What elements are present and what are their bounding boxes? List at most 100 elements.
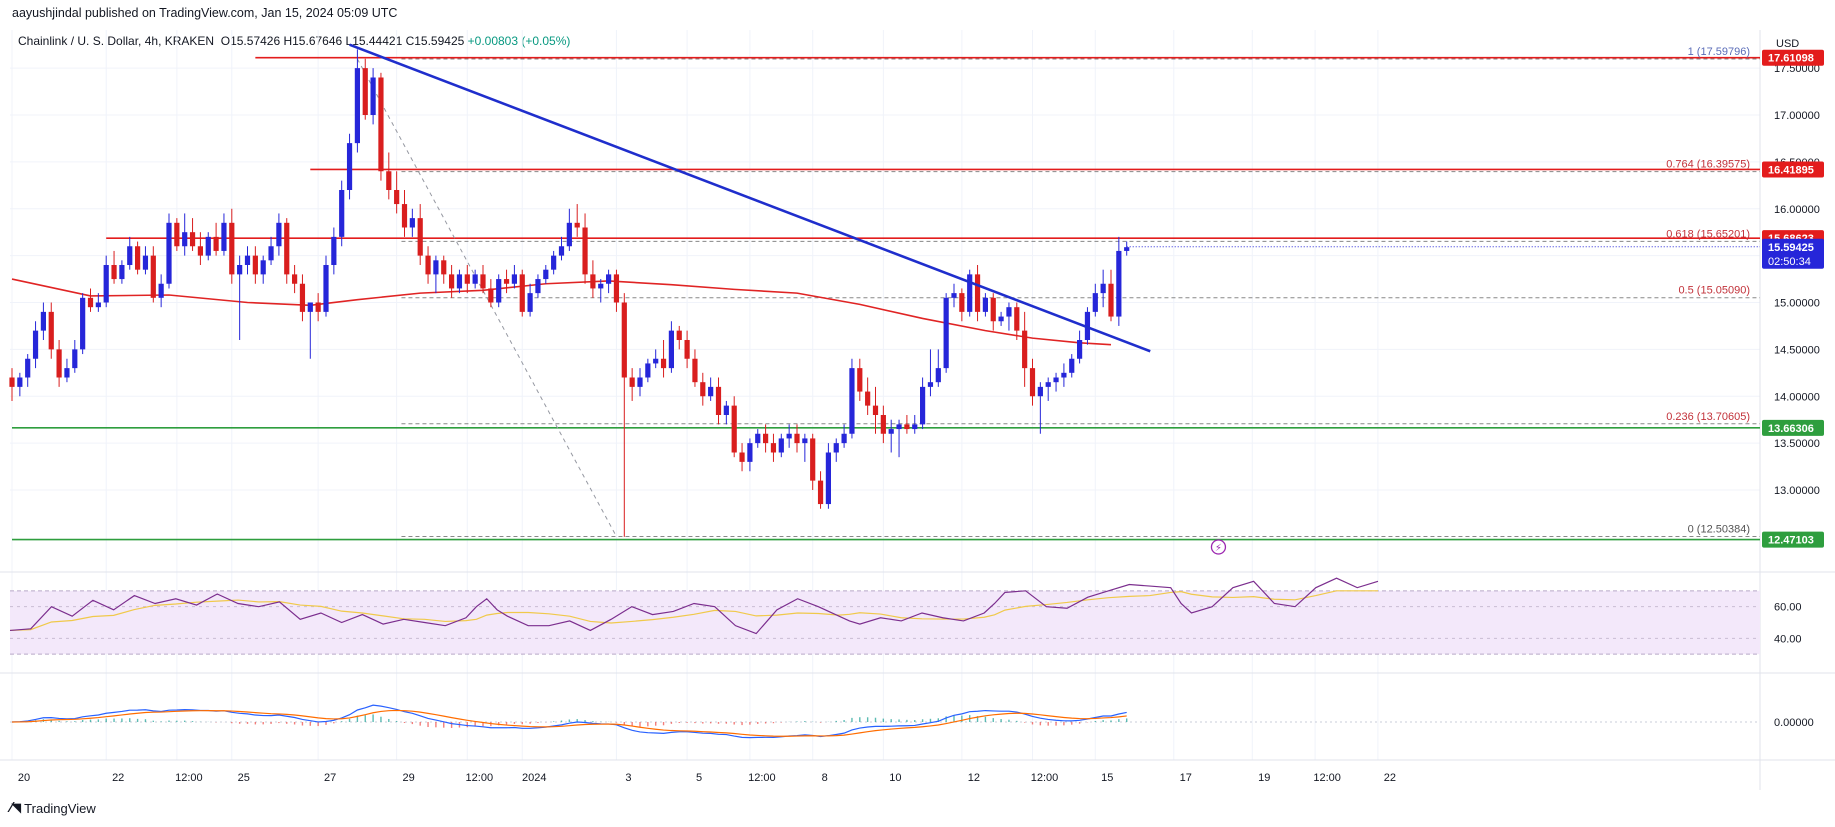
candle-body xyxy=(660,358,667,369)
fib-level-label: 0.5 (15.05090) xyxy=(1678,285,1750,297)
time-tick-label: 8 xyxy=(822,772,828,784)
rsi-signal-line xyxy=(9,590,1378,632)
candle-body xyxy=(527,293,533,312)
candle-body xyxy=(1014,307,1020,331)
candle-body xyxy=(739,452,745,462)
candle-body xyxy=(1037,386,1043,397)
candle-body xyxy=(543,269,549,280)
tradingview-logo-icon: ⁄◥ xyxy=(10,801,21,816)
candle-body xyxy=(888,429,894,434)
time-tick-label: 12:00 xyxy=(175,772,203,784)
horizontal-lines xyxy=(12,56,1760,541)
macd-pane: 0.00000 xyxy=(10,704,1814,739)
candle-body xyxy=(920,386,926,425)
candle-body xyxy=(205,236,211,256)
candle-body xyxy=(849,368,855,434)
candle-body xyxy=(1061,372,1067,378)
candle-body xyxy=(299,283,306,312)
candle-body xyxy=(1069,358,1075,373)
candle-body xyxy=(354,68,360,144)
candle-body xyxy=(189,232,196,247)
candle-body xyxy=(582,227,588,275)
candle-body xyxy=(794,433,800,444)
price-change: +0.00803 (+0.05%) xyxy=(467,34,571,48)
candle-body xyxy=(127,246,133,265)
price-tick-label: 17.00000 xyxy=(1774,110,1820,122)
candle-body xyxy=(1029,368,1036,397)
time-axis: 20 22 12:00 25 27 29 12:00 2024 3 5 12:00 8 10 12 12:0… xyxy=(18,772,1396,784)
candle-body xyxy=(142,255,149,270)
candle-body xyxy=(150,255,156,298)
time-tick-label: 12:00 xyxy=(748,772,776,784)
brand-name: TradingView xyxy=(24,801,96,816)
candle-body xyxy=(692,358,698,383)
price-tick-label: 17.50000 xyxy=(1774,63,1820,75)
candle-body xyxy=(25,358,31,378)
price-tick-label: 13.00000 xyxy=(1774,485,1820,497)
candle-body xyxy=(629,377,635,387)
price-tag-box xyxy=(1762,419,1824,436)
candle-body xyxy=(511,274,517,284)
candle-body xyxy=(182,232,188,247)
tradingview-brand[interactable]: ⁄◥ TradingView xyxy=(10,801,96,816)
macd-zero-label: 0.00000 xyxy=(1774,717,1814,729)
candle-body xyxy=(111,265,117,280)
fib-level-label: 0.764 (16.39575) xyxy=(1666,159,1750,171)
macd-signal-line xyxy=(11,709,1127,737)
candle-body xyxy=(401,204,408,228)
time-tick-label: 20 xyxy=(18,772,30,784)
candle-body xyxy=(637,377,643,387)
candle-body xyxy=(64,368,70,378)
candle-body xyxy=(959,293,965,312)
candle-body xyxy=(676,330,682,340)
candle-body xyxy=(1124,247,1130,251)
candle-body xyxy=(496,279,502,303)
candle-body xyxy=(339,190,345,237)
rsi-tick-label: 40.00 xyxy=(1774,633,1802,645)
candle-body xyxy=(778,438,784,453)
candle-body xyxy=(621,302,627,378)
time-tick-label: 5 xyxy=(696,772,702,784)
candle-body xyxy=(119,265,125,280)
candle-body xyxy=(417,218,423,256)
grid-lines xyxy=(0,30,1835,790)
candle-body xyxy=(982,297,988,312)
candle-body xyxy=(566,222,572,247)
candle-body xyxy=(558,246,565,256)
candle-body xyxy=(276,222,282,247)
candle-body xyxy=(715,386,722,415)
candle-body xyxy=(1053,377,1059,383)
candle-body xyxy=(951,293,957,298)
candle-body xyxy=(770,443,777,453)
candle-body xyxy=(244,255,251,265)
candle-body xyxy=(825,452,831,505)
candle-body xyxy=(472,274,478,284)
candle-body xyxy=(370,77,376,115)
candle-body xyxy=(872,405,879,415)
currency-label[interactable]: USD xyxy=(1776,38,1800,50)
price-tag-label: 17.61098 xyxy=(1768,53,1814,65)
candle-body xyxy=(307,302,313,312)
candles xyxy=(9,49,1130,537)
candle-body xyxy=(292,274,298,284)
candle-body xyxy=(653,358,659,364)
publisher-line: aayushjindal published on TradingView.co… xyxy=(12,6,398,20)
rsi-pane: 40.00 60.00 xyxy=(9,577,1802,655)
time-tick-label: 12:00 xyxy=(1031,772,1059,784)
candle-body xyxy=(409,218,415,228)
price-tick-label: 13.50000 xyxy=(1774,438,1820,450)
alert-icon xyxy=(1210,539,1227,555)
rsi-band xyxy=(10,590,1760,655)
fib-retracement: 1 (17.59796) 0.764 (16.39575) 0.618 (15.65… xyxy=(356,46,1760,538)
candle-body xyxy=(464,274,470,284)
candle-body xyxy=(998,316,1004,322)
fib-level-label: 0.618 (15.65201) xyxy=(1666,228,1750,240)
price-tags: 17.6109816.4189515.6862313.6630612.47103… xyxy=(1126,49,1824,548)
candle-body xyxy=(590,274,596,289)
symbol-name[interactable]: Chainlink / U. S. Dollar, 4h, KRAKEN xyxy=(18,34,215,48)
candle-body xyxy=(260,260,266,275)
alert-bolt-icon: ⚡ xyxy=(1215,543,1222,554)
candle-body xyxy=(480,274,486,289)
candle-body xyxy=(967,274,973,312)
